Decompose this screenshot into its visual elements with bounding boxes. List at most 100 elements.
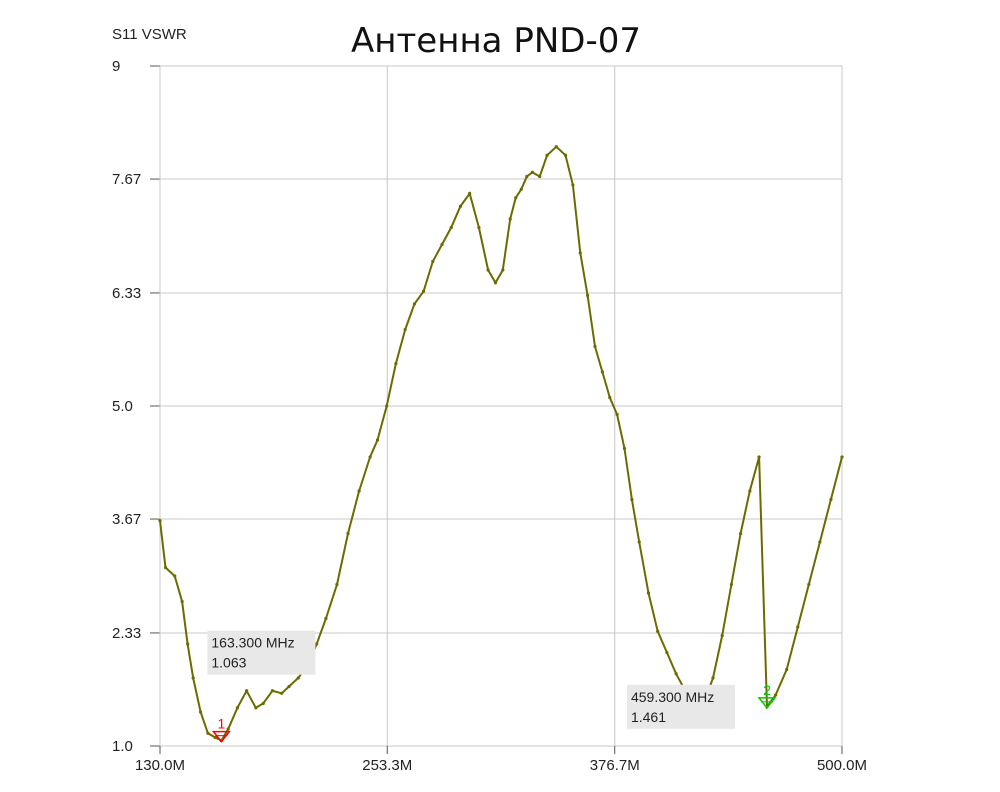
- y-tick-label: 7.67: [112, 171, 141, 188]
- marker-frequency: 459.300 MHz: [631, 689, 714, 705]
- data-point: [280, 691, 284, 695]
- data-point: [615, 412, 619, 417]
- data-point: [586, 293, 590, 298]
- x-tick-label: 500.0M: [817, 757, 867, 774]
- data-point: [458, 204, 463, 208]
- data-point: [191, 676, 195, 680]
- data-point: [829, 497, 833, 502]
- data-point: [346, 531, 350, 536]
- data-point: [757, 455, 761, 459]
- data-point: [261, 701, 265, 706]
- data-point: [637, 540, 641, 544]
- y-tick-label: 9: [112, 58, 120, 75]
- data-point: [186, 642, 190, 646]
- y-tick-label: 1.0: [112, 738, 133, 755]
- data-point: [254, 706, 258, 710]
- x-tick-label: 253.3M: [362, 757, 412, 774]
- data-point: [525, 174, 529, 179]
- data-point: [163, 565, 168, 570]
- data-point: [519, 187, 523, 191]
- data-point: [508, 217, 512, 221]
- y-axis-label: S11 VSWR: [112, 26, 187, 43]
- marker-triangle: [211, 730, 231, 743]
- data-point: [394, 361, 398, 366]
- data-point: [198, 710, 203, 714]
- data-point: [315, 642, 319, 646]
- marker-triangle: [757, 697, 777, 710]
- tick-labels: 1.0 2.33 3.67 5.0 6.33 7.67 9 130.0M 253.3M 376.7…: [112, 58, 867, 774]
- y-tick-label: 6.33: [112, 285, 141, 302]
- marker-frequency: 163.300 MHz: [211, 635, 294, 651]
- data-point: [563, 153, 568, 157]
- y-tick-label: 2.33: [112, 625, 141, 642]
- data-point: [431, 259, 435, 264]
- data-point: [477, 225, 481, 230]
- data-point: [720, 633, 724, 638]
- data-point: [774, 693, 778, 697]
- data-point: [818, 540, 822, 544]
- y-tick-label: 5.0: [112, 398, 133, 415]
- marker-readout-box: [626, 684, 735, 729]
- data-point: [324, 616, 328, 621]
- marker-id: 2: [763, 682, 771, 698]
- data-point: [421, 289, 426, 293]
- data-point: [226, 727, 230, 731]
- data-point: [622, 446, 627, 451]
- marker-1: 1 163.300 MHz 1.063: [207, 630, 316, 743]
- data-point: [796, 625, 800, 629]
- data-point: [578, 251, 582, 255]
- y-tick-label: 3.67: [112, 511, 141, 528]
- data-point: [235, 706, 240, 710]
- data-point: [840, 455, 844, 459]
- data-point: [296, 676, 300, 680]
- data-point: [173, 574, 177, 578]
- data-point: [180, 599, 184, 604]
- data-point: [530, 170, 534, 174]
- data-point: [739, 531, 743, 536]
- data-point: [270, 689, 275, 693]
- x-tick-label: 376.7M: [590, 757, 640, 774]
- data-point: [449, 225, 453, 230]
- data-point: [440, 242, 444, 247]
- data-point: [493, 281, 498, 285]
- data-point: [357, 489, 361, 493]
- marker-readout-box: [207, 630, 316, 675]
- markers-layer: 1 163.300 MHz 1.063 2 459.300 MHz 1.461: [207, 630, 777, 743]
- data-point: [665, 650, 669, 655]
- data-point: [729, 582, 734, 587]
- data-point: [245, 689, 249, 693]
- grid: [150, 65, 843, 754]
- data-point: [593, 344, 597, 349]
- data-point: [403, 327, 407, 332]
- data-point: [468, 191, 472, 196]
- data-point: [545, 153, 549, 157]
- data-point: [412, 302, 416, 306]
- chart-title: Антенна PND-07: [351, 21, 641, 61]
- data-point: [538, 174, 542, 179]
- data-point: [486, 268, 490, 272]
- data-point: [554, 145, 558, 149]
- data-point: [385, 404, 389, 408]
- data-point: [807, 582, 811, 587]
- data-point: [785, 667, 789, 672]
- marker-id: 1: [217, 716, 225, 732]
- data-point: [375, 438, 380, 442]
- data-point: [213, 735, 217, 740]
- data-point: [748, 489, 752, 493]
- data-point: [674, 672, 678, 676]
- data-point: [646, 591, 651, 595]
- data-point: [335, 582, 339, 587]
- data-point: [630, 497, 634, 502]
- data-point: [287, 684, 291, 689]
- x-tick-label: 130.0M: [135, 757, 185, 774]
- data-point: [600, 370, 604, 374]
- data-point: [571, 183, 575, 187]
- data-point: [514, 196, 518, 200]
- marker-value: 1.461: [631, 709, 666, 725]
- data-point: [501, 268, 505, 272]
- marker-2: 2 459.300 MHz 1.461: [626, 682, 777, 729]
- data-point: [608, 395, 612, 400]
- marker-value: 1.063: [211, 655, 246, 671]
- data-point: [158, 519, 162, 523]
